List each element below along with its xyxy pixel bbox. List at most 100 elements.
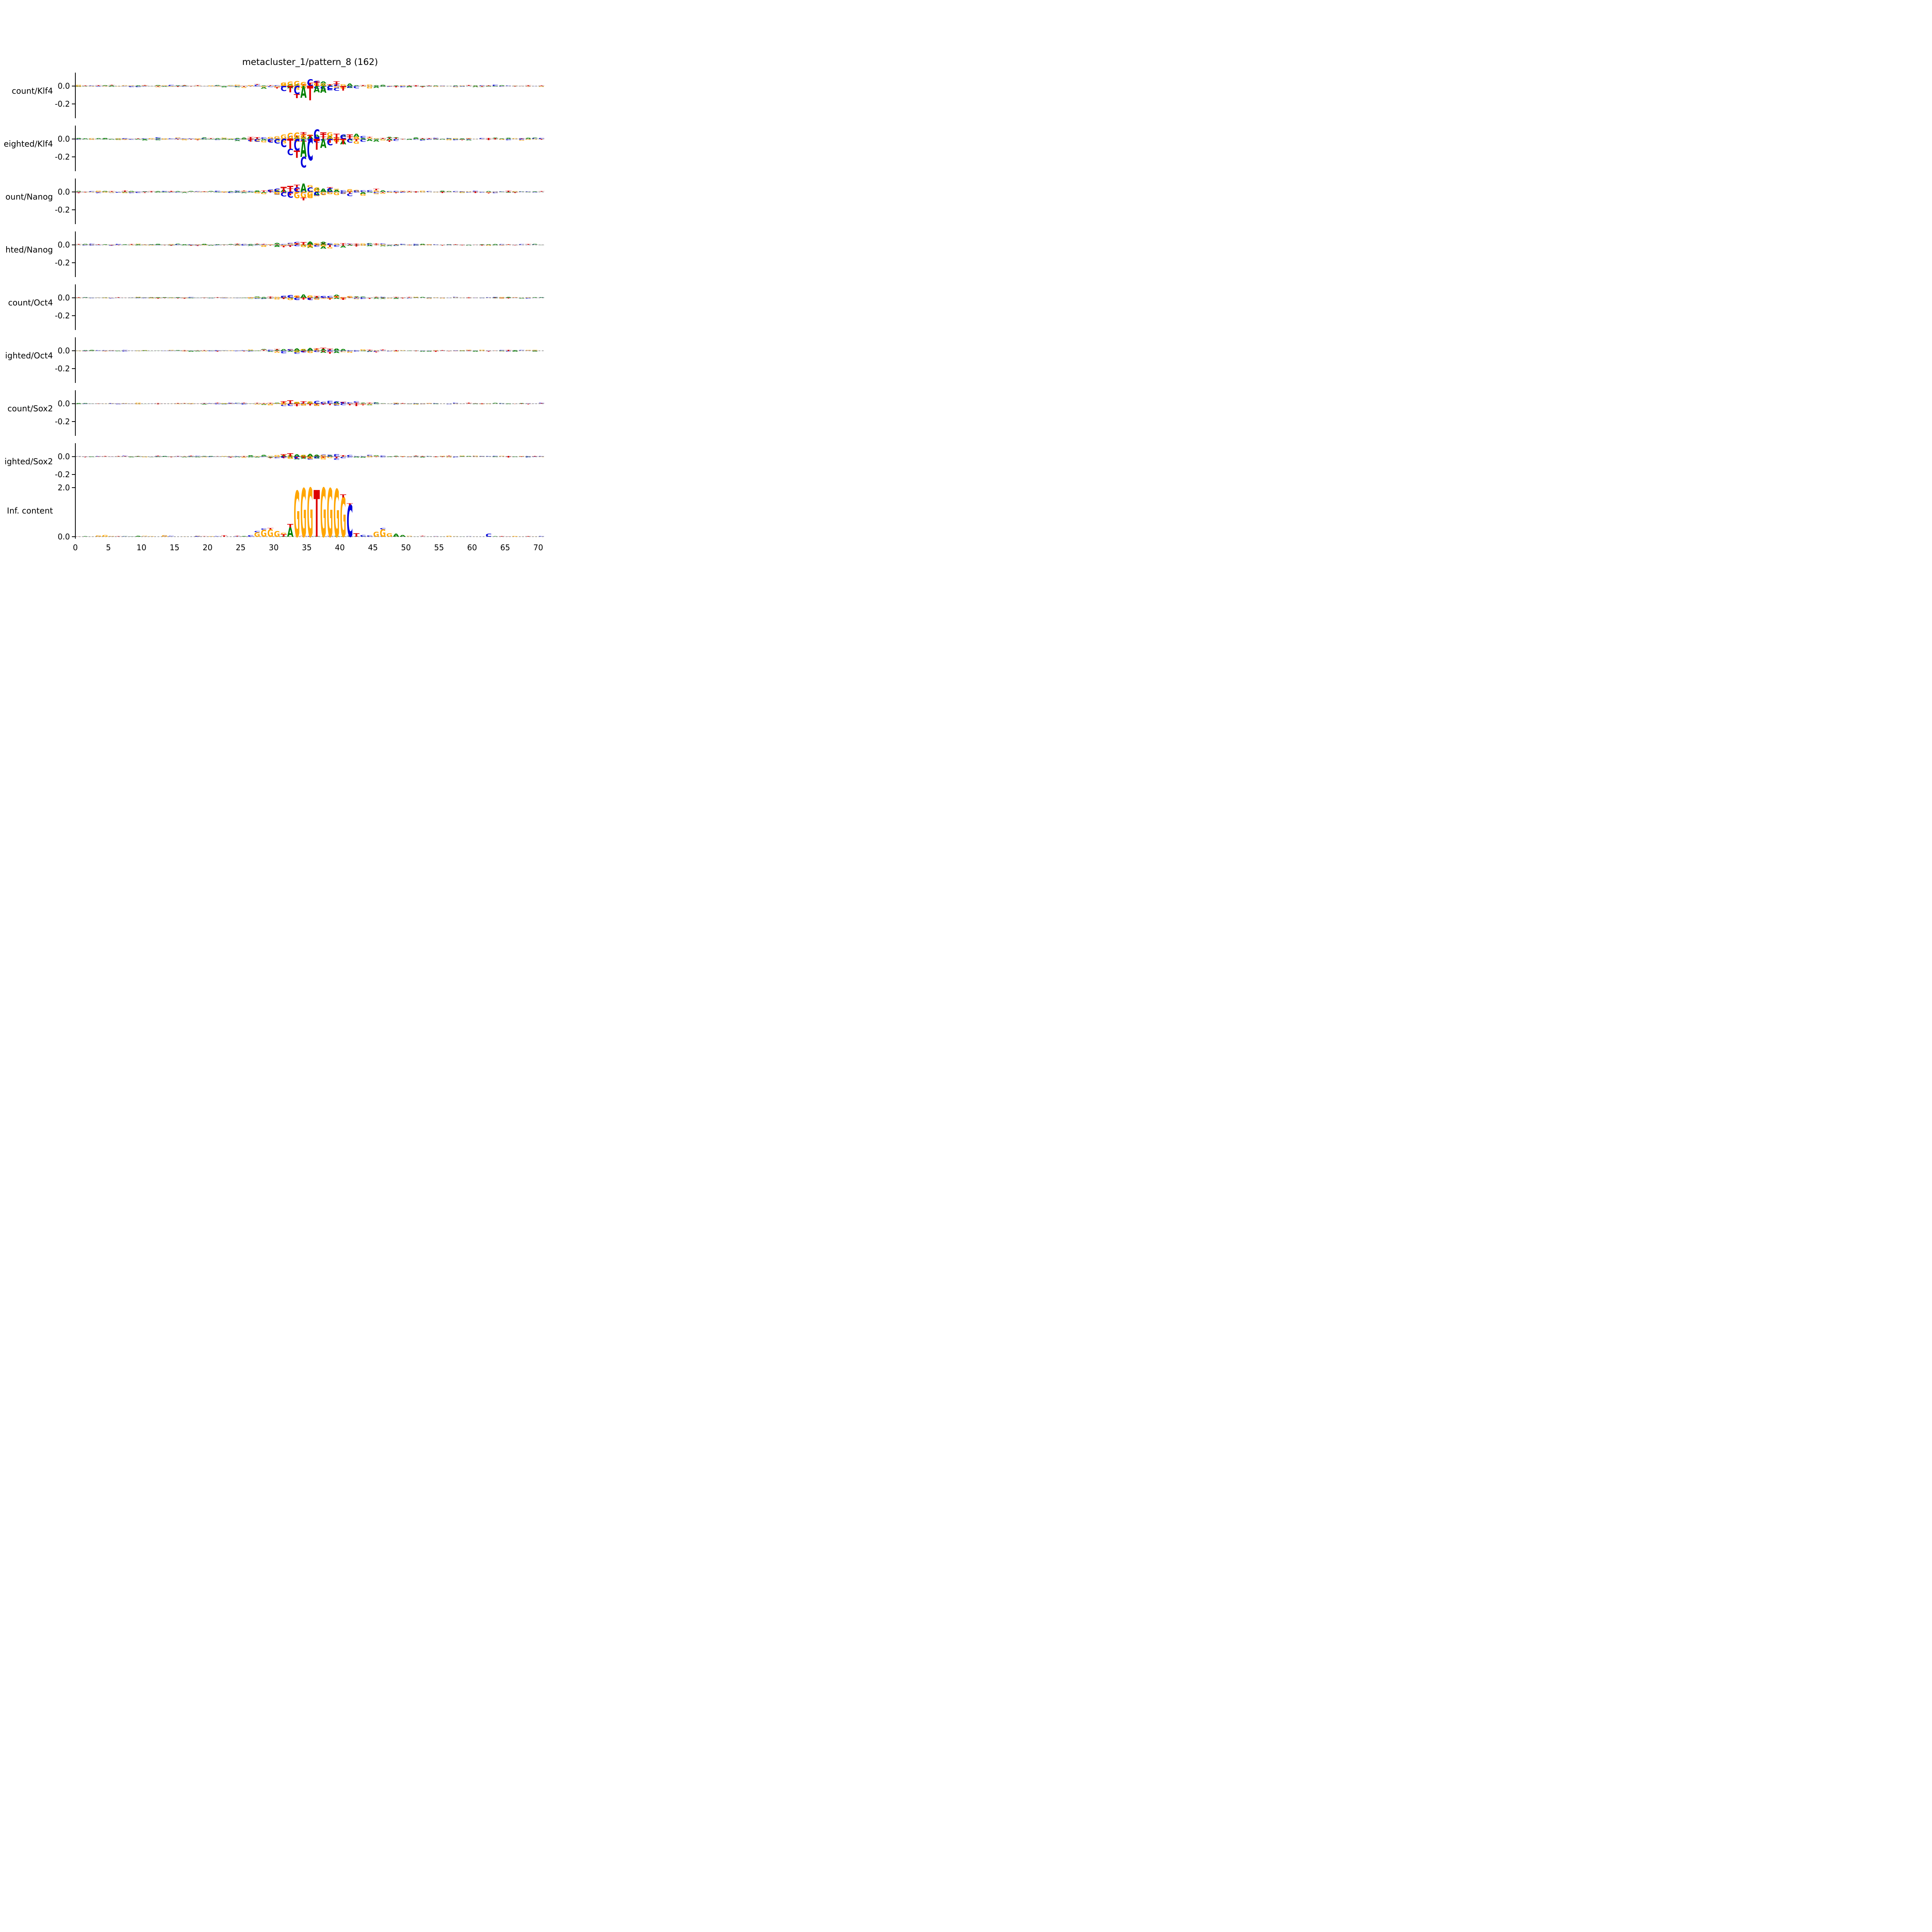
logo-letter-T: T [267,528,274,530]
logo-letter-T: T [499,536,505,537]
logo-letter-C: C [327,350,333,352]
logo-letter-C: C [327,296,333,299]
logo-letter-C: C [188,297,194,298]
logo-letter-A: A [307,135,313,140]
logo-letter-G: G [307,456,313,459]
logo-letter-T: T [419,456,426,457]
logo-letter-G: G [274,455,280,456]
logo-letter-G: G [499,297,505,298]
logo-letter-C: C [452,191,459,192]
logo-letter-A: A [228,139,234,140]
logo-letter-T: T [267,245,274,246]
logo-letter-T: T [294,403,300,406]
logo-letter-C: C [300,190,306,192]
logo-letter-T: T [327,351,333,354]
logo-letter-G: G [439,86,446,87]
logo-letter-A: A [234,138,241,139]
logo-letter-C: C [327,400,333,402]
logo-letter-A: A [261,192,267,193]
logo-letter-C: C [479,138,485,139]
logo-letter-G: G [525,139,531,140]
logo-letter-C: C [281,296,287,297]
logo-letter-A: A [155,138,162,139]
x-tick-label: 25 [236,543,245,552]
logo-letter-C: C [254,298,260,299]
logo-letter-A: A [373,85,380,87]
logo-letter-G: G [380,244,386,245]
logo-letter-A: A [419,244,426,245]
logo-letter-G: G [294,85,300,89]
logo-letter-C: C [287,136,293,140]
y-tick-label: 0.0 [58,399,70,408]
logo-letter-T: T [267,457,274,459]
logo-letter-A: A [320,80,327,84]
logo-letter-T: T [386,86,393,87]
logo-letter-C: C [380,455,386,457]
logo-letter-G: G [281,141,287,144]
logo-panel: GGAGTGACGTCCTAGATAGGGGCGCCAACGTCTAGATGCG… [12,73,545,118]
logo-letter-A: A [519,86,525,87]
logo-letter-T: T [109,245,115,246]
logo-letter-G: G [181,139,187,140]
logo-letter-A: A [532,191,538,192]
logo-letter-G: G [294,138,300,143]
logo-letter-A: A [221,244,228,245]
logo-letter-T: T [333,133,340,138]
logo-letter-A: A [340,134,346,137]
logo-letter-T: T [380,138,386,139]
logo-letter-G: G [406,192,412,193]
logo-letter-A: A [314,187,320,190]
logo-letter-A: A [353,456,360,458]
logo-letter-G: G [459,192,465,193]
logo-letter-C: C [340,350,346,352]
logo-letter-T: T [373,352,380,353]
logo-letter-A: A [247,245,254,246]
logo-letter-C: C [214,139,221,140]
logo-letter-A: A [459,350,466,351]
logo-letter-T: T [320,133,327,141]
logo-letter-C: C [128,297,134,298]
logo-letter-A: A [519,298,525,299]
logo-letter-A: A [241,536,247,537]
logo-letter-A: A [307,242,313,244]
logo-letter-A: A [439,536,446,537]
logo-letter-T: T [393,297,400,298]
logo-letter-T: T [267,192,274,193]
logo-letter-G: G [76,456,82,457]
logo-letter-C: C [538,536,544,537]
logo-letter-C: C [499,191,505,192]
logo-letter-T: T [294,243,300,245]
logo-letter-C: C [360,298,366,299]
logo-letter-T: T [300,535,307,536]
logo-letter-C: C [446,456,452,457]
logo-letter-A: A [333,401,340,404]
logo-letter-G: G [472,456,478,457]
logo-letter-C: C [267,350,274,352]
logo-letter-A: A [208,191,214,192]
logo-letter-C: C [314,405,320,406]
logo-letter-C: C [162,191,168,192]
logo-letter-A: A [214,139,221,140]
logo-letter-G: G [373,138,379,139]
x-tick-label: 35 [302,543,311,552]
logo-letter-A: A [492,536,499,537]
logo-letter-A: A [340,349,346,351]
logo-letter-G: G [472,86,478,87]
logo-letter-C: C [340,133,346,141]
logo-letter-G: G [294,190,300,201]
logo-letter-A: A [472,85,479,86]
logo-letter-T: T [221,192,228,193]
logo-letter-C: C [532,138,538,139]
logo-letter-T: T [195,85,201,86]
logo-letter-C: C [247,190,253,192]
logo-letter-C: C [347,296,353,297]
logo-letter-A: A [320,246,327,249]
logo-letter-C: C [333,350,340,352]
logo-letter-G: G [274,351,280,353]
logo-letter-G: G [247,85,253,87]
logo-letter-G: G [135,297,141,298]
logo-letter-A: A [320,350,327,354]
logo-letter-T: T [353,244,360,245]
logo-letter-G: G [360,194,366,196]
logo-letter-A: A [254,191,261,192]
